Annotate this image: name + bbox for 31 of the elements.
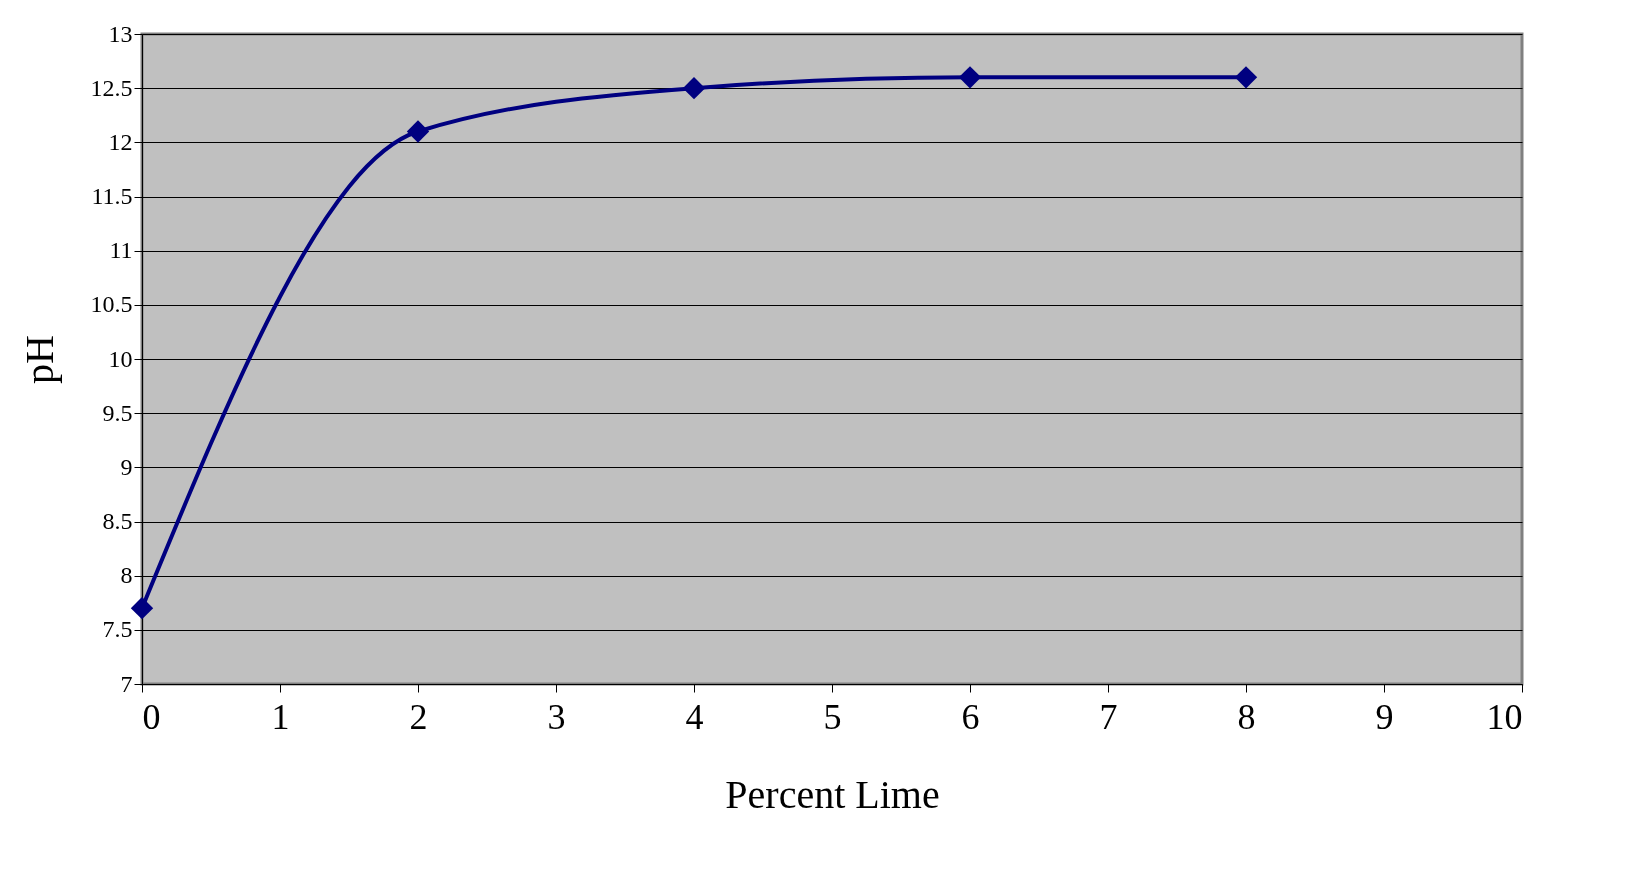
y-tick-label: 10: [108, 345, 133, 372]
x-tick-label: 7: [1099, 696, 1118, 737]
y-tick-label: 11: [109, 237, 133, 264]
y-tick-label: 13: [108, 20, 133, 47]
y-tick-label: 7.5: [102, 616, 133, 643]
point: [1234, 66, 1258, 89]
y-tick-label: 9: [120, 453, 133, 480]
x-tick-label: 4: [685, 696, 704, 737]
y-tick-label: 10.5: [90, 291, 133, 318]
y-tick-label: 9.5: [102, 399, 133, 426]
y-tick-label: 11.5: [91, 183, 133, 209]
x-tick-label: 2: [409, 696, 428, 737]
y-tick-label: 7: [120, 670, 133, 697]
y-tick-label: 8: [120, 562, 133, 589]
x-tick-label: 6: [961, 696, 980, 737]
point: [958, 66, 982, 89]
y-axis-title: pH: [16, 335, 62, 384]
y-tick-label: 8.5: [102, 508, 133, 534]
y-tick-label: 12: [108, 128, 133, 155]
x-tick-label: 10: [1486, 696, 1523, 737]
x-tick-label: 8: [1237, 696, 1256, 737]
point: [130, 596, 154, 620]
x-tick-label: 0: [142, 696, 161, 737]
x-axis-title: Percent Lime: [725, 771, 940, 817]
y-tick-label: 12.5: [90, 74, 133, 101]
x-tick-label: 1: [271, 696, 290, 737]
point: [406, 120, 430, 143]
x-tick-label: 9: [1375, 696, 1394, 737]
point: [682, 76, 706, 100]
x-tick-label: 5: [823, 696, 842, 737]
x-tick-label: 3: [547, 696, 566, 737]
